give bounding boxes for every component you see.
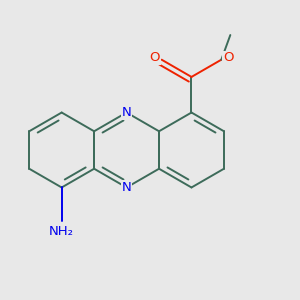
Text: NH₂: NH₂ [49,224,74,238]
Text: O: O [223,51,233,64]
Text: N: N [122,181,131,194]
Text: O: O [150,51,160,64]
Text: N: N [122,106,131,119]
